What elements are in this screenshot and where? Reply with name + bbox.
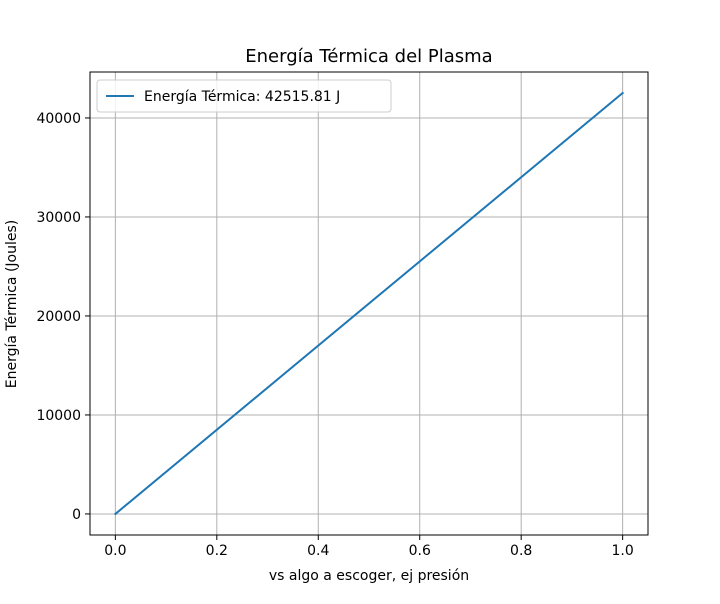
y-tick-label: 40000 <box>36 111 81 127</box>
legend-box <box>96 79 392 113</box>
grid <box>90 72 648 535</box>
y-tick-label: 20000 <box>36 309 81 325</box>
y-tick-label: 30000 <box>36 210 81 226</box>
legend-label: Energía Térmica: 42515.81 J <box>144 89 340 105</box>
x-tick-label: 0.6 <box>409 543 431 559</box>
series-layer <box>113 91 625 516</box>
x-tick-label: 0.0 <box>104 543 126 559</box>
series-line-0 <box>113 91 625 516</box>
chart-title: Energía Térmica del Plasma <box>245 46 492 67</box>
x-tick-label: 0.8 <box>510 543 532 559</box>
plot-frame <box>89 71 649 536</box>
x-tick-label: 0.2 <box>206 543 228 559</box>
x-tick-label: 0.4 <box>307 543 329 559</box>
x-tick-label: 1.0 <box>612 543 634 559</box>
y-tick-label: 10000 <box>36 408 81 424</box>
y-axis-label: Energía Térmica (Joules) <box>4 220 20 389</box>
legend: Energía Térmica: 42515.81 J <box>96 79 392 113</box>
ticks: 0.0 0.2 0.4 0.6 0.8 1.0 0 10000 20000 30000 40000 <box>36 111 633 559</box>
y-tick-label: 0 <box>72 507 81 523</box>
x-axis-label: vs algo a escoger, ej presión <box>269 568 469 584</box>
